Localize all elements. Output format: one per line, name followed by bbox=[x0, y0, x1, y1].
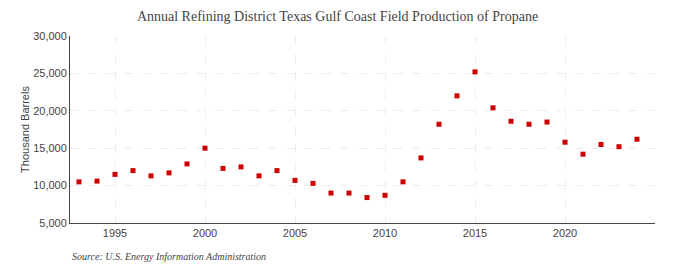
svg-text:25,000: 25,000 bbox=[33, 67, 67, 79]
svg-text:2005: 2005 bbox=[283, 227, 307, 239]
svg-text:2015: 2015 bbox=[463, 227, 487, 239]
svg-text:1995: 1995 bbox=[103, 227, 127, 239]
svg-text:2020: 2020 bbox=[553, 227, 577, 239]
svg-text:5,000: 5,000 bbox=[39, 217, 67, 229]
svg-text:15,000: 15,000 bbox=[33, 142, 67, 154]
svg-text:10,000: 10,000 bbox=[33, 179, 67, 191]
svg-text:30,000: 30,000 bbox=[33, 30, 67, 42]
svg-text:Thousand Barrels: Thousand Barrels bbox=[19, 86, 31, 173]
svg-text:Annual Refining District Texas: Annual Refining District Texas Gulf Coas… bbox=[137, 9, 538, 24]
svg-text:2010: 2010 bbox=[373, 227, 397, 239]
svg-text:20,000: 20,000 bbox=[33, 105, 67, 117]
svg-text:Source: U.S. Energy Informatio: Source: U.S. Energy Information Administ… bbox=[72, 251, 266, 262]
svg-text:2000: 2000 bbox=[193, 227, 217, 239]
